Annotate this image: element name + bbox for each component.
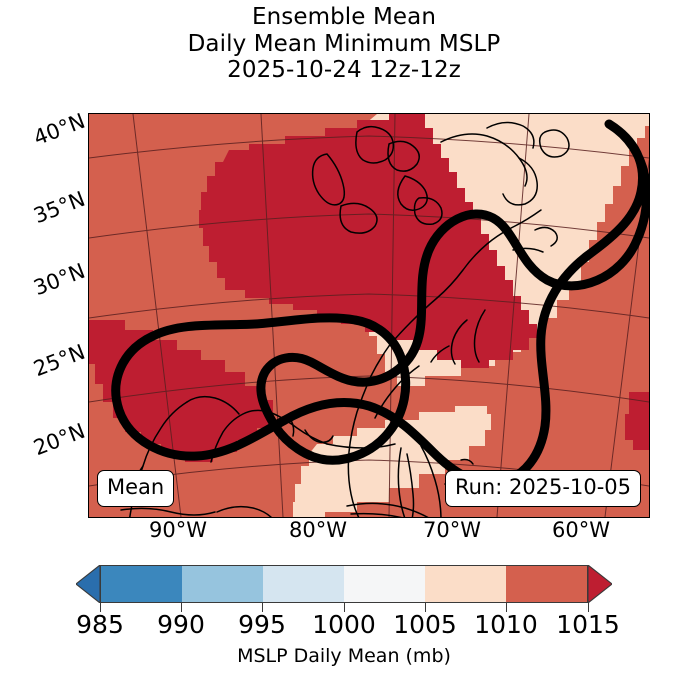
title-line-1: Ensemble Mean (251, 4, 437, 30)
colorbar-tick-1010 (506, 603, 507, 612)
colorbar-tick-labels: 985 990 995 1000 1005 1010 1015 (0, 610, 688, 644)
map-clip (89, 114, 649, 517)
colorbar-under-arrow (76, 565, 100, 603)
lon-tick-60w: 60°W (552, 518, 610, 542)
mean-legend-label: Mean (107, 475, 165, 499)
colorbar-cell-1005-1010 (425, 566, 506, 602)
colorbar-label-995: 995 (238, 610, 286, 639)
colorbar-tick-990 (181, 603, 182, 612)
map-coastlines (120, 121, 570, 517)
colorbar-cells (100, 565, 588, 603)
figure-title: Ensemble Mean Daily Mean Minimum MSLP 20… (0, 4, 688, 84)
lat-tick-25: 25°N (30, 339, 89, 382)
colorbar-label-1010: 1010 (474, 610, 538, 639)
mean-legend-box: Mean (97, 470, 175, 507)
colorbar-over-arrow (588, 565, 612, 603)
colorbar-label-1005: 1005 (393, 610, 457, 639)
colorbar-cell-985-990 (101, 566, 182, 602)
colorbar: 985 990 995 1000 1005 1010 1015 MSLP Dai… (0, 560, 688, 674)
lon-tick-80w: 80°W (289, 518, 347, 542)
colorbar-strip (76, 565, 612, 603)
lat-tick-20: 20°N (30, 418, 89, 461)
colorbar-tick-985 (100, 603, 101, 612)
colorbar-label-985: 985 (76, 610, 124, 639)
run-legend-label: Run: 2025-10-05 (454, 475, 631, 499)
mean-contour-line (111, 119, 649, 488)
colorbar-tick-1005 (425, 603, 426, 612)
title-line-3: 2025-10-24 12z-12z (227, 57, 461, 83)
colorbar-cell-990-995 (182, 566, 263, 602)
mslp-field-map (89, 114, 649, 517)
lat-tick-35: 35°N (30, 186, 89, 229)
colorbar-cell-1010-1015 (506, 566, 587, 602)
title-line-2: Daily Mean Minimum MSLP (187, 30, 501, 57)
map-plot-area[interactable]: Mean Run: 2025-10-05 (88, 113, 650, 518)
colorbar-axis-label: MSLP Daily Mean (mb) (237, 645, 451, 667)
lat-tick-40: 40°N (30, 108, 89, 151)
colorbar-cell-995-1000 (263, 566, 344, 602)
colorbar-label-990: 990 (157, 610, 205, 639)
map-graticule (89, 114, 649, 517)
colorbar-label-1015: 1015 (556, 610, 620, 639)
lat-tick-30: 30°N (30, 258, 89, 301)
colorbar-ticks (76, 603, 612, 615)
colorbar-label-1000: 1000 (312, 610, 376, 639)
colorbar-tick-1015 (588, 603, 589, 612)
run-legend-box: Run: 2025-10-05 (444, 470, 641, 507)
lon-tick-90w: 90°W (149, 518, 207, 542)
colorbar-tick-1000 (344, 603, 345, 612)
colorbar-cell-1000-1005 (344, 566, 425, 602)
colorbar-tick-995 (262, 603, 263, 612)
lon-tick-70w: 70°W (423, 518, 481, 542)
